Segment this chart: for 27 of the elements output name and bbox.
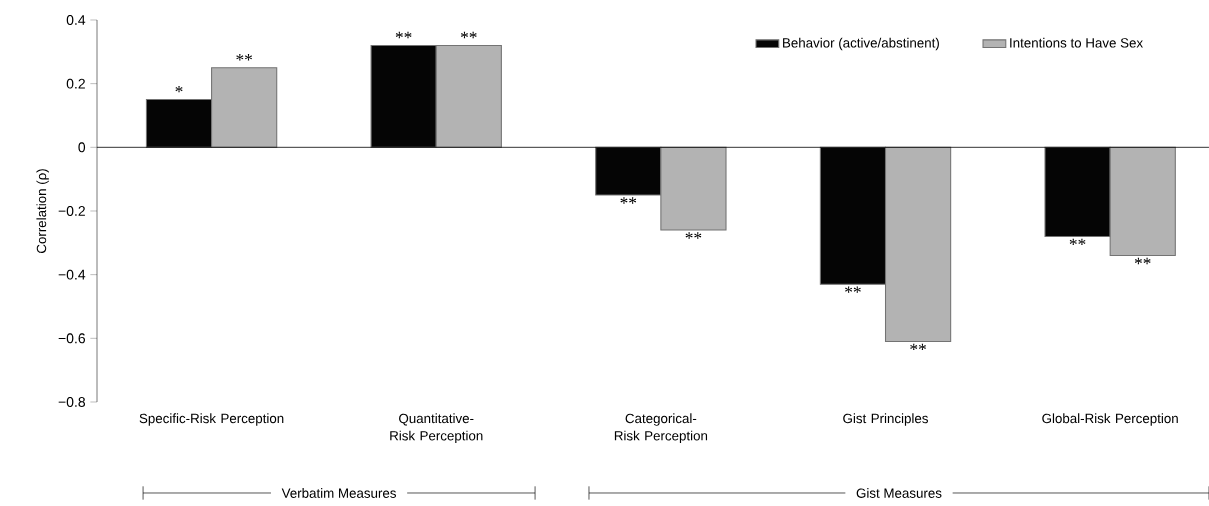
y-tick-label: 0 [78, 142, 86, 153]
legend-label: Intentions to Have Sex [1010, 37, 1143, 48]
data-label: * [175, 85, 183, 93]
data-label: ** [1134, 257, 1151, 265]
data-label: ** [1069, 238, 1086, 246]
x-tick-label: Specific-Risk Perception [139, 413, 284, 426]
data-label: ** [395, 31, 412, 39]
data-label: ** [845, 286, 861, 293]
data-label: ** [236, 54, 252, 61]
data-label: ** [910, 343, 926, 351]
y-tick-label: −0.2 [58, 206, 85, 216]
data-label: ** [685, 232, 702, 239]
data-label: ** [460, 31, 477, 39]
x-tick-label: Categorical-Risk Perception [614, 413, 708, 444]
y-tick-label: −0.8 [58, 397, 86, 407]
x-tick-label: Gist Principles [843, 413, 928, 426]
text: Gist Measures [856, 488, 942, 498]
y-tick-label: 0.4 [66, 15, 86, 25]
x-tick-label: Quantitative-Risk Perception [390, 413, 483, 444]
y-tick-label: 0.2 [66, 78, 85, 89]
y-tick-label: −0.6 [58, 333, 86, 344]
legend-label: Behavior (active/abstinent) [783, 37, 939, 51]
y-axis-title: Correlation (ρ) [36, 169, 49, 254]
text: Verbatim Measures [281, 488, 396, 498]
x-tick-label: Global-Risk Perception [1042, 413, 1178, 426]
y-tick-label: −0.4 [58, 269, 86, 280]
data-label: ** [620, 197, 637, 204]
